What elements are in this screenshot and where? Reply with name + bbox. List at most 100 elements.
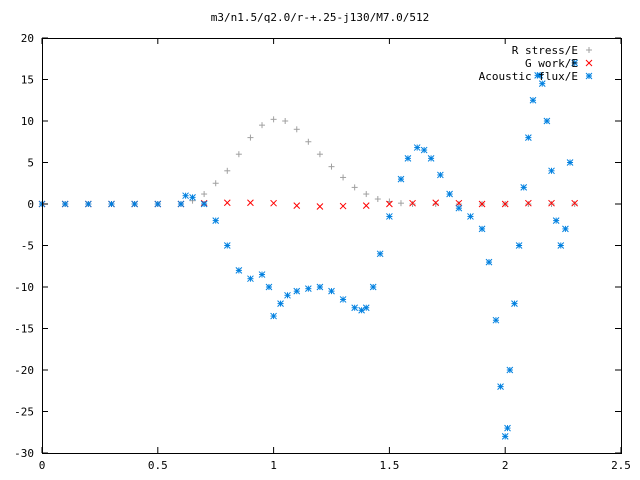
data-point <box>536 71 544 79</box>
data-point <box>504 424 511 432</box>
data-point <box>506 366 514 374</box>
y-tick-label: -25 <box>14 406 34 419</box>
data-point <box>316 283 324 291</box>
data-point <box>557 242 565 249</box>
data-point <box>543 117 551 125</box>
data-point <box>538 80 546 88</box>
legend-label: Acoustic flux/E <box>479 70 578 83</box>
data-point <box>293 202 301 210</box>
data-point <box>413 144 421 151</box>
data-point <box>409 201 416 207</box>
series-1 <box>38 199 579 210</box>
data-point <box>446 190 453 198</box>
data-point <box>478 200 486 208</box>
data-point <box>501 200 509 208</box>
data-point <box>247 199 254 207</box>
data-point <box>497 383 504 390</box>
data-point <box>376 250 384 258</box>
y-tick-label: -10 <box>14 281 34 294</box>
data-point <box>571 201 578 207</box>
data-point <box>223 242 231 249</box>
data-point <box>351 184 358 191</box>
data-point <box>351 304 359 312</box>
data-point <box>293 126 300 133</box>
data-point <box>420 146 428 154</box>
data-point <box>369 283 377 291</box>
data-point <box>485 258 493 266</box>
data-point <box>223 199 231 207</box>
data-point <box>339 202 347 210</box>
data-point <box>525 134 532 141</box>
data-point <box>304 285 312 293</box>
data-point <box>529 96 537 104</box>
legend-label: R stress/E <box>512 44 578 57</box>
y-tick-label: 20 <box>21 32 34 45</box>
data-point <box>386 200 393 208</box>
data-point <box>131 200 138 208</box>
data-point <box>571 59 579 67</box>
data-point <box>182 192 189 200</box>
data-point <box>235 151 242 158</box>
y-tick-label: -15 <box>14 323 34 336</box>
data-point <box>108 200 115 208</box>
data-point <box>293 287 301 295</box>
x-tick-label: 0 <box>39 459 46 472</box>
series-2 <box>38 59 579 440</box>
legend-label: G work/E <box>525 57 578 70</box>
x-tick-label: 0.5 <box>148 459 168 472</box>
data-point <box>224 167 231 174</box>
y-tick-label: -20 <box>14 364 34 377</box>
x-tick-label: 2.5 <box>611 459 631 472</box>
y-tick-label: 10 <box>21 115 34 128</box>
data-point <box>328 287 335 295</box>
data-point <box>177 200 185 208</box>
data-point <box>154 200 162 208</box>
data-point <box>455 199 463 207</box>
data-point <box>548 201 555 207</box>
data-point <box>397 175 405 183</box>
data-point <box>84 200 92 208</box>
data-point <box>328 163 335 170</box>
data-point <box>427 154 435 162</box>
data-point <box>397 200 404 207</box>
data-point <box>201 191 208 198</box>
data-point <box>432 199 440 207</box>
data-point <box>189 194 196 201</box>
x-tick-label: 1.5 <box>379 459 399 472</box>
data-point <box>374 196 381 203</box>
data-point <box>212 217 220 224</box>
data-point <box>235 267 243 274</box>
data-point <box>363 191 370 198</box>
data-point <box>436 171 444 179</box>
data-point <box>265 283 273 291</box>
data-point <box>478 225 486 233</box>
series-0 <box>39 116 578 207</box>
data-point <box>200 200 208 208</box>
data-point <box>409 199 416 207</box>
y-tick-label: 0 <box>27 198 34 211</box>
data-point <box>571 199 579 207</box>
data-point <box>362 202 370 210</box>
y-tick-label: -5 <box>21 240 34 253</box>
data-point <box>247 275 254 283</box>
data-point <box>432 201 439 207</box>
x-tick-label: 1 <box>270 459 277 472</box>
y-tick-label: 15 <box>21 74 34 87</box>
data-point <box>566 159 574 166</box>
chart-title: m3/n1.5/q2.0/r-+.25-j130/M7.0/512 <box>211 11 430 24</box>
legend-marker <box>585 72 593 80</box>
data-point <box>282 118 289 124</box>
data-point <box>501 433 509 440</box>
data-point <box>548 167 555 175</box>
data-point <box>525 199 532 207</box>
plot-marks <box>38 59 579 440</box>
data-point <box>270 116 277 123</box>
data-point <box>520 184 528 191</box>
y-tick-label: -30 <box>14 447 34 460</box>
data-point <box>515 242 523 249</box>
data-point <box>316 203 324 210</box>
data-point <box>362 304 370 312</box>
data-point <box>386 213 393 220</box>
data-point <box>552 217 560 224</box>
